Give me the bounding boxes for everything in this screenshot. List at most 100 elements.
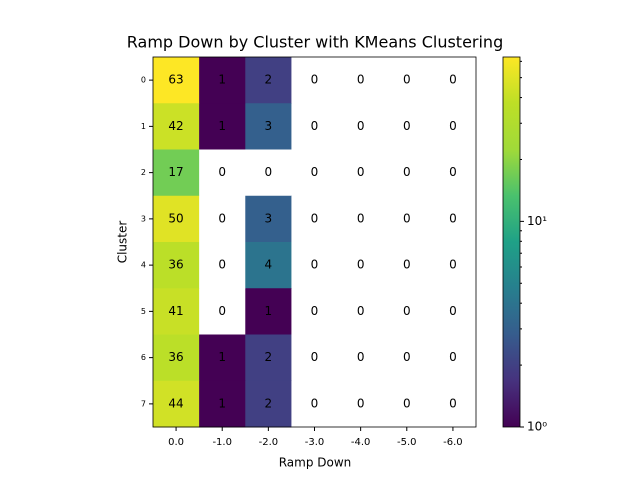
heatmap-cell xyxy=(199,242,246,289)
cell-label: 41 xyxy=(168,304,183,318)
cell-label: 63 xyxy=(168,73,183,87)
cell-label: 1 xyxy=(218,119,226,133)
heatmap-cell xyxy=(383,380,431,428)
y-tick-label: 2 xyxy=(141,168,146,177)
heatmap-cell xyxy=(153,334,200,382)
cell-label: 36 xyxy=(168,258,183,272)
heatmap-cell xyxy=(153,149,200,197)
heatmap-cell xyxy=(291,334,339,382)
heatmap-cell xyxy=(245,149,292,197)
cell-label: 0 xyxy=(403,73,411,87)
heatmap-cell xyxy=(291,149,339,197)
heatmap-cell xyxy=(383,242,431,289)
cell-label: 1 xyxy=(218,350,226,364)
heatmap-cell xyxy=(337,380,385,428)
cell-label: 0 xyxy=(403,119,411,133)
heatmap-cell xyxy=(153,380,200,428)
heatmap-cell xyxy=(245,334,292,382)
heatmap-cell xyxy=(337,195,385,243)
heatmap-cell xyxy=(337,288,385,335)
cell-label: 0 xyxy=(265,165,273,179)
cell-label: 1 xyxy=(218,396,226,410)
heatmap-cell xyxy=(291,242,339,289)
x-tick-label: -6.0 xyxy=(443,437,463,448)
cell-label: 0 xyxy=(403,304,411,318)
heatmap-cell xyxy=(245,57,292,104)
x-tick-label: -5.0 xyxy=(397,437,417,448)
heatmap-cell xyxy=(199,195,246,243)
heatmap-cell xyxy=(429,103,477,150)
cell-label: 0 xyxy=(449,165,457,179)
heatmap-cell xyxy=(429,149,477,197)
cell-label: 0 xyxy=(311,396,319,410)
colorbar-tick-label: 10⁰ xyxy=(527,420,547,434)
heatmap-cell xyxy=(291,57,339,104)
y-tick-label: 1 xyxy=(141,122,146,131)
x-axis-label: Ramp Down xyxy=(279,456,352,470)
colorbar-tick-label: 10¹ xyxy=(527,214,547,228)
cell-label: 0 xyxy=(403,396,411,410)
heatmap-cell xyxy=(153,57,200,104)
heatmap-cell xyxy=(337,242,385,289)
cell-label: 0 xyxy=(357,165,365,179)
heatmap-cell xyxy=(245,103,292,150)
colorbar xyxy=(502,56,521,428)
heatmap-cell xyxy=(337,334,385,382)
cell-label: 0 xyxy=(357,119,365,133)
cell-label: 17 xyxy=(168,165,183,179)
cell-label: 0 xyxy=(449,396,457,410)
cell-label: 0 xyxy=(218,304,226,318)
cell-label: 0 xyxy=(357,350,365,364)
y-tick-label: 3 xyxy=(141,214,146,223)
cell-label: 0 xyxy=(357,396,365,410)
y-tick-label: 7 xyxy=(141,399,146,408)
heatmap-cell xyxy=(245,195,292,243)
y-tick-label: 5 xyxy=(141,307,146,316)
heatmap-cell xyxy=(383,57,431,104)
cell-label: 3 xyxy=(265,119,273,133)
heatmap-cell xyxy=(429,195,477,243)
y-tick-label: 6 xyxy=(141,353,146,362)
heatmap-cell xyxy=(429,334,477,382)
cell-label: 1 xyxy=(265,304,273,318)
heatmap-cell xyxy=(383,149,431,197)
cell-label: 0 xyxy=(311,73,319,87)
heatmap-cell xyxy=(429,380,477,428)
x-tick-label: -4.0 xyxy=(351,437,371,448)
cell-label: 0 xyxy=(403,258,411,272)
heatmap-cell xyxy=(199,57,246,104)
cell-label: 42 xyxy=(168,119,183,133)
cell-label: 0 xyxy=(449,304,457,318)
cell-label: 0 xyxy=(449,73,457,87)
heatmap-cell xyxy=(199,149,246,197)
cell-label: 1 xyxy=(218,73,226,87)
heatmap-cell xyxy=(291,288,339,335)
heatmap-cell xyxy=(337,149,385,197)
y-tick-label: 4 xyxy=(141,261,146,270)
cell-label: 44 xyxy=(168,396,183,410)
heatmap-cell xyxy=(245,288,292,335)
heatmap-cell xyxy=(199,103,246,150)
heatmap-cell xyxy=(153,103,200,150)
heatmap-cell xyxy=(383,103,431,150)
heatmap-cell xyxy=(383,334,431,382)
heatmap-cell xyxy=(245,242,292,289)
x-tick-label: -3.0 xyxy=(305,437,325,448)
heatmap-cell xyxy=(383,195,431,243)
heatmap-cell xyxy=(153,242,200,289)
heatmap-cell xyxy=(291,103,339,150)
x-tick-label: 0.0 xyxy=(168,437,184,448)
heatmap-cell xyxy=(429,57,477,104)
heatmap-cell xyxy=(337,103,385,150)
cell-label: 36 xyxy=(168,350,183,364)
cell-label: 4 xyxy=(265,258,273,272)
cell-label: 0 xyxy=(403,211,411,225)
chart-title: Ramp Down by Cluster with KMeans Cluster… xyxy=(127,33,503,52)
cell-label: 0 xyxy=(357,73,365,87)
heatmap-cell xyxy=(199,334,246,382)
cell-label: 2 xyxy=(265,73,273,87)
cell-label: 0 xyxy=(218,165,226,179)
heatmap-cell xyxy=(429,288,477,335)
heatmap-cell xyxy=(153,288,200,335)
y-axis-label: Cluster xyxy=(116,221,130,264)
